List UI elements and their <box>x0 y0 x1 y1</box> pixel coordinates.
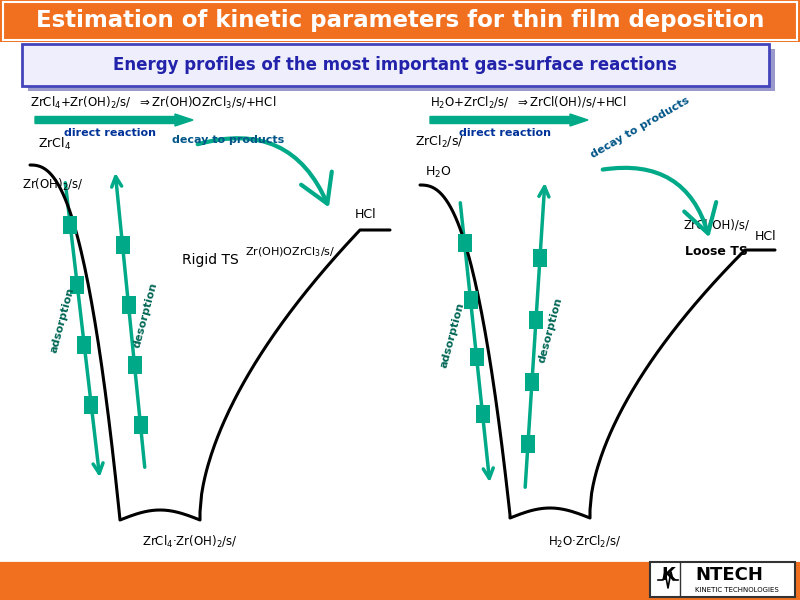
FancyArrowPatch shape <box>602 168 716 233</box>
Text: H$_2$O·ZrCl$_2$/s/: H$_2$O·ZrCl$_2$/s/ <box>548 534 622 550</box>
Text: H$_2$O: H$_2$O <box>425 164 451 179</box>
Text: Loose TS: Loose TS <box>685 245 748 258</box>
Text: ZrCl$_4$+Zr(OH)$_2$/s/  $\Rightarrow$Zr(OH)OZrCl$_3$/s/+HCl: ZrCl$_4$+Zr(OH)$_2$/s/ $\Rightarrow$Zr(O… <box>30 95 276 111</box>
Bar <box>0 560 800 600</box>
Text: HCl: HCl <box>355 208 377 221</box>
Text: Energy profiles of the most important gas-surface reactions: Energy profiles of the most important ga… <box>113 56 677 74</box>
Text: K: K <box>661 566 675 584</box>
FancyBboxPatch shape <box>134 416 147 434</box>
FancyBboxPatch shape <box>115 236 130 254</box>
Text: ZrCl(OH)/s/: ZrCl(OH)/s/ <box>683 219 749 232</box>
Text: ZrCl$_4$·Zr(OH)$_2$/s/: ZrCl$_4$·Zr(OH)$_2$/s/ <box>142 534 238 550</box>
FancyBboxPatch shape <box>525 373 539 391</box>
Text: NTECH: NTECH <box>695 566 763 584</box>
FancyBboxPatch shape <box>529 311 543 329</box>
Text: desorption: desorption <box>537 296 563 364</box>
FancyBboxPatch shape <box>127 356 142 374</box>
Text: adsorption: adsorption <box>49 286 75 354</box>
FancyBboxPatch shape <box>22 44 769 86</box>
Text: ZrCl$_4$: ZrCl$_4$ <box>38 136 71 152</box>
Text: decay to products: decay to products <box>172 135 284 145</box>
Text: Rigid TS: Rigid TS <box>182 253 238 267</box>
Text: HCl: HCl <box>755 230 777 244</box>
Bar <box>0 0 800 42</box>
FancyBboxPatch shape <box>533 248 547 266</box>
FancyBboxPatch shape <box>475 405 490 423</box>
Text: KINETIC TECHNOLOGIES: KINETIC TECHNOLOGIES <box>695 587 778 593</box>
Text: desorption: desorption <box>131 281 158 349</box>
Text: decay to products: decay to products <box>589 95 691 160</box>
FancyBboxPatch shape <box>650 562 795 597</box>
Text: ZrCl$_2$/s/: ZrCl$_2$/s/ <box>415 134 464 150</box>
Text: direct reaction: direct reaction <box>459 128 551 138</box>
Text: Estimation of kinetic parameters for thin film deposition: Estimation of kinetic parameters for thi… <box>36 10 764 32</box>
FancyBboxPatch shape <box>470 348 483 366</box>
Text: H$_2$O+ZrCl$_2$/s/  $\Rightarrow$ZrCl(OH)/s/+HCl: H$_2$O+ZrCl$_2$/s/ $\Rightarrow$ZrCl(OH)… <box>430 95 626 111</box>
FancyBboxPatch shape <box>84 396 98 414</box>
FancyBboxPatch shape <box>122 296 135 314</box>
FancyBboxPatch shape <box>463 291 478 309</box>
FancyBboxPatch shape <box>521 434 535 452</box>
FancyBboxPatch shape <box>458 234 471 252</box>
FancyArrow shape <box>35 114 193 126</box>
Text: direct reaction: direct reaction <box>64 128 156 138</box>
FancyArrowPatch shape <box>198 138 332 204</box>
Text: adsorption: adsorption <box>438 301 466 369</box>
Text: Zr(OH)OZrCl$_3$/s/: Zr(OH)OZrCl$_3$/s/ <box>245 245 335 259</box>
FancyBboxPatch shape <box>70 276 84 294</box>
FancyBboxPatch shape <box>28 49 775 91</box>
FancyBboxPatch shape <box>78 336 91 354</box>
FancyArrow shape <box>430 114 588 126</box>
FancyBboxPatch shape <box>63 216 78 234</box>
Text: Zr(OH)$_2$/s/: Zr(OH)$_2$/s/ <box>22 177 84 193</box>
